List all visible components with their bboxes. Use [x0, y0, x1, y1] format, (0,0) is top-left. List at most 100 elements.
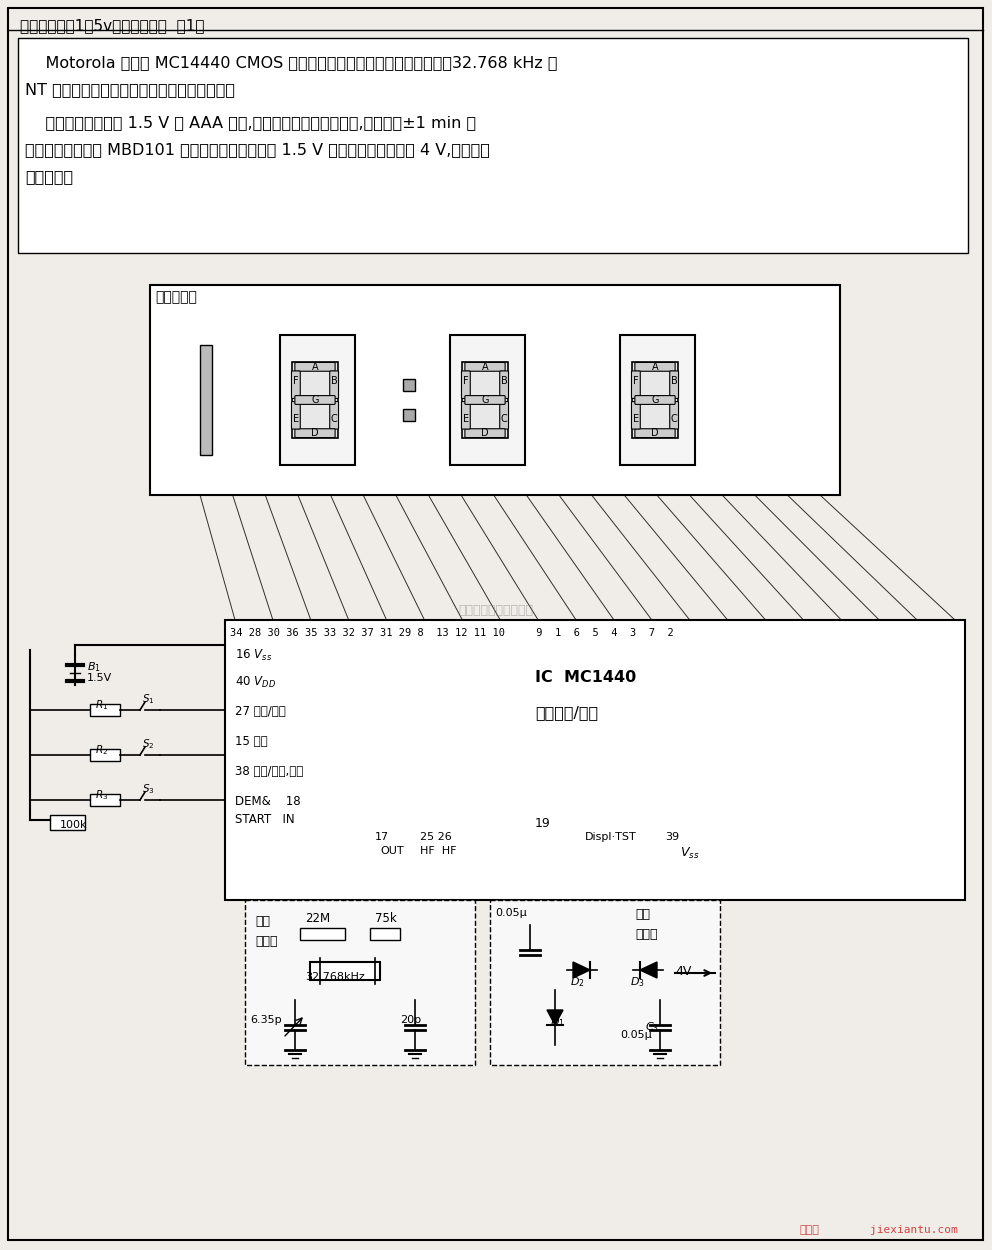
- Text: HF  HF: HF HF: [420, 846, 456, 856]
- Text: F: F: [463, 376, 468, 386]
- Bar: [90, 704, 120, 716]
- Text: START   IN: START IN: [235, 812, 295, 826]
- Text: OUT: OUT: [380, 846, 404, 856]
- FancyBboxPatch shape: [329, 371, 338, 399]
- Text: G: G: [481, 395, 489, 405]
- FancyBboxPatch shape: [632, 401, 640, 429]
- FancyBboxPatch shape: [500, 371, 509, 399]
- Text: F: F: [293, 376, 299, 386]
- FancyBboxPatch shape: [670, 371, 679, 399]
- Text: 39: 39: [665, 832, 680, 842]
- Text: 100k: 100k: [60, 820, 87, 830]
- Text: $V_{ss}$: $V_{ss}$: [680, 846, 699, 861]
- Text: 示器使用。: 示器使用。: [25, 169, 73, 184]
- Text: 0.05μ: 0.05μ: [495, 908, 527, 918]
- Text: 内。肖特基二极管 MBD101 所组成的电压三倍器将 1.5 V 电池输出电压变换为 4 V,供液晶显: 内。肖特基二极管 MBD101 所组成的电压三倍器将 1.5 V 电池输出电压变…: [25, 142, 490, 158]
- Bar: [150, 285, 840, 495]
- Text: 19: 19: [535, 818, 551, 830]
- Bar: [225, 620, 965, 900]
- FancyBboxPatch shape: [635, 362, 676, 371]
- FancyBboxPatch shape: [461, 371, 470, 399]
- Text: C: C: [671, 414, 678, 424]
- Text: jiexiantu.com: jiexiantu.com: [870, 1225, 957, 1235]
- Text: C: C: [330, 414, 337, 424]
- Text: 1.5V: 1.5V: [87, 672, 112, 682]
- Bar: [200, 345, 212, 455]
- Text: D: D: [651, 429, 659, 439]
- Text: NT 切割型石英晶体和微调电容产生时基信号。: NT 切割型石英晶体和微调电容产生时基信号。: [25, 82, 235, 98]
- Text: Displ·TST: Displ·TST: [585, 832, 637, 842]
- Text: IC  MC1440: IC MC1440: [535, 670, 636, 685]
- Bar: [90, 749, 120, 761]
- Text: $B_1$: $B_1$: [87, 660, 101, 674]
- Text: $R_1$: $R_1$: [95, 698, 108, 711]
- Bar: [292, 361, 338, 439]
- FancyBboxPatch shape: [465, 362, 505, 371]
- Text: E: E: [633, 414, 639, 424]
- Bar: [280, 335, 355, 465]
- FancyBboxPatch shape: [461, 401, 470, 429]
- Bar: [300, 928, 345, 940]
- FancyBboxPatch shape: [295, 429, 335, 438]
- Text: 17: 17: [375, 832, 389, 842]
- Text: 6.35p: 6.35p: [250, 1015, 282, 1025]
- Text: 捷线图: 捷线图: [800, 1225, 819, 1235]
- FancyBboxPatch shape: [632, 371, 640, 399]
- Text: $S_3$: $S_3$: [142, 782, 155, 796]
- Text: 75k: 75k: [375, 912, 397, 925]
- Text: B: B: [330, 376, 337, 386]
- Text: C: C: [501, 414, 508, 424]
- Text: 40 $V_{DD}$: 40 $V_{DD}$: [235, 675, 276, 690]
- Polygon shape: [640, 962, 657, 978]
- Polygon shape: [547, 1010, 563, 1025]
- Bar: [18, 38, 968, 253]
- Text: 20p: 20p: [400, 1015, 422, 1025]
- Text: Motorola 公司的 MC14440 CMOS 集成电路完成计时、显示日历的功能。32.768 kHz 的: Motorola 公司的 MC14440 CMOS 集成电路完成计时、显示日历的…: [25, 55, 558, 70]
- Text: G: G: [652, 395, 659, 405]
- Text: 16 $V_{ss}$: 16 $V_{ss}$: [235, 648, 272, 662]
- Bar: [50, 815, 85, 830]
- Text: $R_2$: $R_2$: [95, 742, 108, 756]
- Text: 三倍器: 三倍器: [635, 928, 658, 941]
- Text: E: E: [463, 414, 469, 424]
- Text: $C_3$: $C_3$: [645, 1020, 659, 1034]
- Text: 4V: 4V: [675, 965, 691, 978]
- Bar: [620, 335, 695, 465]
- Text: 22M: 22M: [305, 912, 330, 925]
- Bar: [450, 335, 525, 465]
- Text: 32.768kHz: 32.768kHz: [305, 972, 365, 982]
- Bar: [370, 928, 400, 940]
- Text: 数字手表/日历: 数字手表/日历: [535, 705, 598, 720]
- Text: A: A: [311, 361, 318, 371]
- Text: $D_1$: $D_1$: [550, 1015, 564, 1029]
- FancyBboxPatch shape: [295, 362, 335, 371]
- Text: 27 调分/调日: 27 调分/调日: [235, 705, 286, 717]
- Text: A: A: [652, 361, 659, 371]
- Text: E: E: [293, 414, 299, 424]
- Bar: [90, 794, 120, 806]
- Text: $R_3$: $R_3$: [95, 788, 108, 801]
- Bar: [490, 900, 720, 1065]
- Text: 15 调时: 15 调时: [235, 735, 268, 748]
- Text: G: G: [311, 395, 318, 405]
- Text: $D_3$: $D_3$: [630, 975, 645, 989]
- Text: $S_2$: $S_2$: [142, 738, 155, 751]
- Text: 34 28 30 36 35 33 32 37 31 29 8  13 12 11 10     9  1  6  5  4  3  7  2: 34 28 30 36 35 33 32 37 31 29 8 13 12 11…: [230, 628, 674, 638]
- FancyBboxPatch shape: [670, 401, 679, 429]
- Text: B: B: [501, 376, 508, 386]
- Text: 0.05μ: 0.05μ: [620, 1030, 652, 1040]
- Text: DEM&    18: DEM& 18: [235, 795, 301, 808]
- FancyBboxPatch shape: [465, 429, 505, 438]
- Text: 电源电路中的1．5v液晶显示电路  第1张: 电源电路中的1．5v液晶显示电路 第1张: [20, 18, 204, 32]
- FancyBboxPatch shape: [292, 371, 301, 399]
- Text: D: D: [481, 429, 489, 439]
- FancyBboxPatch shape: [292, 401, 301, 429]
- Text: D: D: [311, 429, 318, 439]
- Bar: [310, 962, 380, 980]
- Text: 本显示器电路仅用 1.5 V 的 AAA 电池,手表电路可工作一年以上,准确度在±1 min 以: 本显示器电路仅用 1.5 V 的 AAA 电池,手表电路可工作一年以上,准确度在…: [25, 115, 476, 130]
- Text: 液晶显示器: 液晶显示器: [155, 290, 196, 304]
- Text: $D_2$: $D_2$: [570, 975, 584, 989]
- Bar: [461, 361, 508, 439]
- Bar: [403, 409, 415, 421]
- Text: 电压: 电压: [635, 908, 650, 921]
